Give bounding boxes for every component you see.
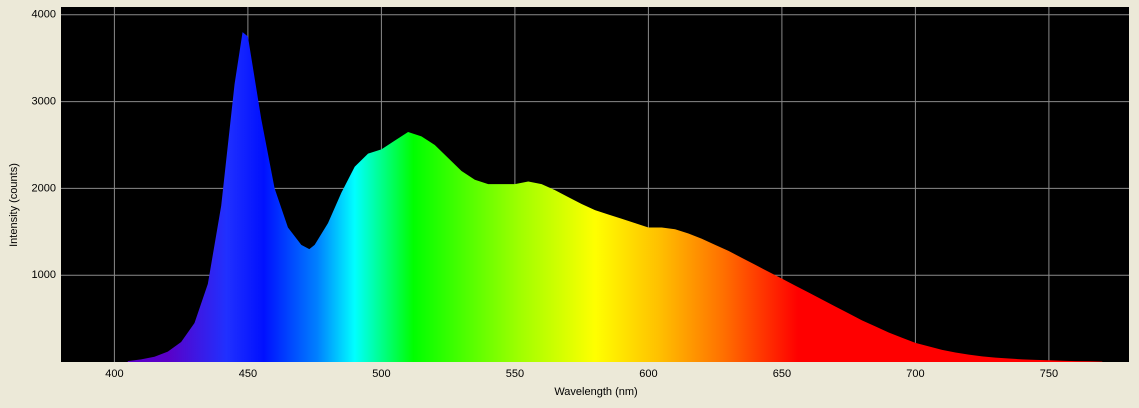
x-tick-label: 700 [906, 368, 924, 380]
x-axis-title: Wavelength (nm) [554, 386, 637, 398]
y-tick-label: 3000 [32, 96, 56, 108]
x-tick-label: 450 [239, 368, 257, 380]
y-axis-title: Intensity (counts) [8, 163, 20, 247]
y-tick-label: 2000 [32, 182, 56, 194]
y-tick-label: 4000 [32, 9, 56, 21]
x-tick-label: 600 [639, 368, 657, 380]
y-tick-label: 1000 [32, 269, 56, 281]
spectrum-area [127, 32, 1103, 363]
x-tick-label: 550 [506, 368, 524, 380]
x-tick-label: 500 [372, 368, 390, 380]
x-tick-label: 650 [773, 368, 791, 380]
x-tick-label: 400 [105, 368, 123, 380]
x-tick-label: 750 [1040, 368, 1058, 380]
marks [127, 32, 1103, 363]
